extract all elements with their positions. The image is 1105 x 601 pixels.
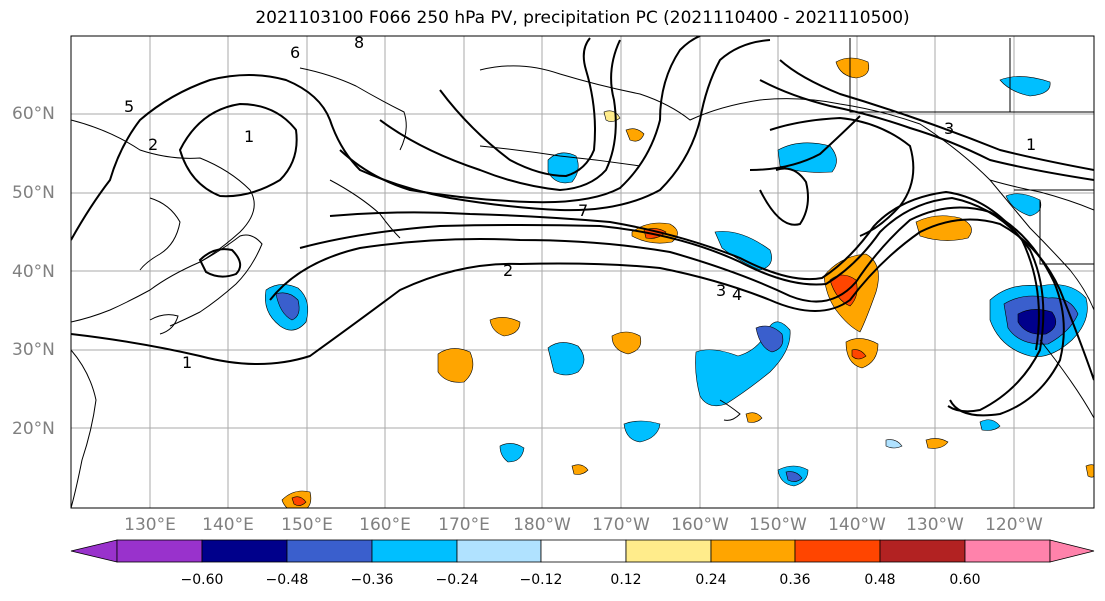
- pv-contours: [71, 36, 1094, 417]
- lat-label: 40°N: [12, 262, 55, 282]
- colorbar: [70, 539, 1095, 563]
- map-background: [71, 36, 1094, 508]
- lon-label: 170°E: [438, 515, 490, 535]
- colorbar-segment: [879, 539, 966, 563]
- contour-label: 1: [1026, 135, 1036, 154]
- colorbar-tick-label: −0.36: [350, 572, 394, 588]
- lon-label: 170°W: [592, 515, 650, 535]
- colorbar-tick-label: 0.24: [695, 572, 727, 588]
- colorbar-tick-label: 0.48: [864, 572, 896, 588]
- contour-label: 3: [716, 281, 726, 300]
- colorbar-tick-label: 0.60: [949, 572, 981, 588]
- colorbar-segment: [286, 539, 373, 563]
- colorbar-tick-label: 0.36: [779, 572, 811, 588]
- coastlines: [71, 38, 1094, 508]
- lon-label: 160°E: [359, 515, 411, 535]
- contour-label: 5: [124, 97, 134, 116]
- lon-label: 140°E: [202, 515, 254, 535]
- contour-label: 3: [944, 119, 954, 138]
- contour-label-group: 1 2 3 4 5 6 7 8 2 1 3 1: [124, 33, 1036, 372]
- colorbar-tick-label: 0.12: [610, 572, 642, 588]
- contour-label: 2: [148, 135, 158, 154]
- lon-label: 130°W: [906, 515, 964, 535]
- chart-title: 2021103100 F066 250 hPa PV, precipitatio…: [255, 8, 910, 28]
- lat-label: 20°N: [12, 419, 55, 439]
- colorbar-tick-label: −0.12: [519, 572, 563, 588]
- colorbar-segment: [710, 539, 796, 563]
- contour-label: 6: [290, 43, 300, 62]
- colorbar-segment: [625, 539, 712, 563]
- contour-label: 8: [354, 33, 364, 52]
- lon-label: 140°W: [828, 515, 886, 535]
- lon-label: 120°W: [985, 515, 1043, 535]
- colorbar-segment: [201, 539, 288, 563]
- lon-label: 150°E: [281, 515, 333, 535]
- lat-label: 60°N: [12, 104, 55, 124]
- contour-label: 2: [503, 261, 513, 280]
- lon-label: 160°W: [671, 515, 729, 535]
- lon-label: 130°E: [124, 515, 176, 535]
- colorbar-extend-high: [1049, 539, 1095, 563]
- precip-positive: [281, 57, 1094, 508]
- colorbar-tick-label: −0.60: [180, 572, 224, 588]
- lon-label: 150°W: [749, 515, 807, 535]
- colorbar-segment: [456, 539, 542, 563]
- colorbar-segment: [116, 539, 203, 563]
- contour-label: 1: [244, 127, 254, 146]
- lat-label: 50°N: [12, 183, 55, 203]
- colorbar-segment: [540, 539, 627, 563]
- colorbar-extend-low: [70, 539, 118, 563]
- colorbar-segment: [371, 539, 458, 563]
- contour-label: 4: [732, 285, 742, 304]
- map-frame: [70, 35, 1095, 509]
- contour-label: 7: [578, 201, 588, 220]
- colorbar-tick-label: −0.48: [265, 572, 309, 588]
- colorbar-tick-label: −0.24: [435, 572, 479, 588]
- colorbar-segment: [964, 539, 1051, 563]
- contour-label: 1: [182, 353, 192, 372]
- lat-label: 30°N: [12, 340, 55, 360]
- lon-label: 180°W: [513, 515, 571, 535]
- colorbar-segment: [794, 539, 881, 563]
